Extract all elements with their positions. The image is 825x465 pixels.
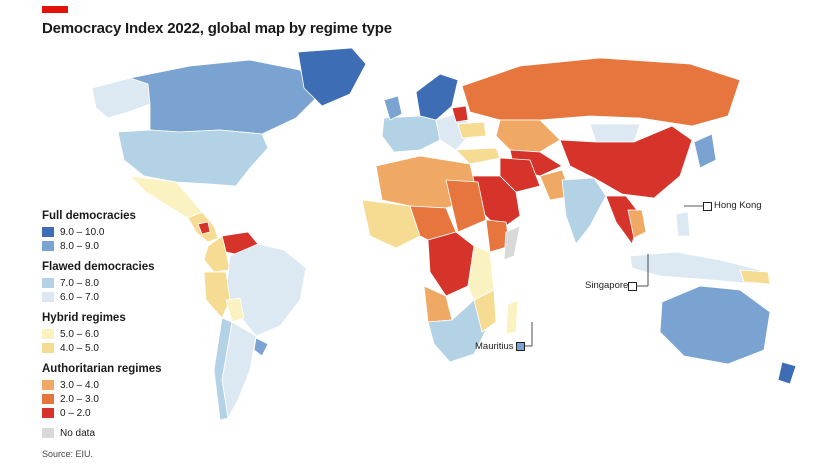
legend-swatch (42, 428, 54, 438)
region-west-africa (361, 199, 421, 249)
legend-item: 9.0 – 10.0 (42, 225, 202, 239)
region-china (559, 125, 693, 199)
region-madagascar (505, 299, 519, 335)
legend-group-authoritarian: Authoritarian regimes 3.0 – 4.0 2.0 – 3.… (42, 363, 202, 420)
region-canada (129, 59, 319, 135)
region-russia (461, 57, 741, 127)
legend-swatch (42, 278, 54, 288)
singapore-label: Singapore (585, 280, 629, 291)
mauritius-label: Mauritius (475, 341, 514, 352)
legend-group-flawed: Flawed democracies 7.0 – 8.0 6.0 – 7.0 (42, 261, 202, 304)
legend-item: 7.0 – 8.0 (42, 276, 202, 290)
legend-group-title: Authoritarian regimes (42, 363, 162, 375)
legend-label: No data (60, 427, 96, 439)
hong-kong-label: Hong Kong (714, 200, 762, 211)
legend-swatch (42, 394, 54, 404)
map-title: Democracy Index 2022, global map by regi… (42, 20, 392, 37)
brand-accent-bar (42, 6, 68, 13)
legend-group-title: Hybrid regimes (42, 312, 126, 324)
region-brazil (225, 243, 307, 337)
region-png (739, 269, 771, 285)
legend-label: 3.0 – 4.0 (60, 379, 99, 391)
region-uk-ireland (383, 95, 403, 121)
region-korea-japan (693, 133, 717, 169)
legend-group-hybrid: Hybrid regimes 5.0 – 6.0 4.0 – 5.0 (42, 312, 202, 355)
legend-swatch (42, 329, 54, 339)
legend: Full democracies 9.0 – 10.0 8.0 – 9.0 Fl… (42, 210, 202, 440)
region-central-africa (427, 231, 475, 297)
legend-group-title: Flawed democracies (42, 261, 155, 273)
legend-item: 2.0 – 3.0 (42, 392, 202, 406)
region-greenland (297, 47, 367, 107)
region-ukraine (457, 121, 487, 139)
legend-swatch (42, 292, 54, 302)
region-new-zealand (777, 361, 797, 385)
region-belarus (451, 105, 469, 123)
region-alaska (91, 77, 151, 119)
legend-item: 6.0 – 7.0 (42, 290, 202, 304)
region-scandinavia (415, 73, 459, 121)
region-philippines (675, 211, 691, 237)
region-turkey (455, 147, 501, 165)
legend-label: 5.0 – 6.0 (60, 328, 99, 340)
legend-label: 4.0 – 5.0 (60, 342, 99, 354)
source-note: Source: EIU. (42, 449, 94, 459)
legend-label: 8.0 – 9.0 (60, 240, 99, 252)
region-bolivia (225, 297, 245, 323)
region-thailand (627, 209, 647, 239)
legend-swatch (42, 380, 54, 390)
region-mozambique (473, 289, 497, 333)
region-australia (659, 285, 771, 365)
region-chile (213, 317, 233, 421)
region-uruguay (253, 337, 269, 357)
legend-swatch (42, 343, 54, 353)
legend-item: 4.0 – 5.0 (42, 341, 202, 355)
legend-swatch (42, 227, 54, 237)
region-iran (499, 157, 541, 193)
legend-swatch (42, 241, 54, 251)
region-peru (203, 271, 231, 319)
legend-item: 0 – 2.0 (42, 406, 202, 420)
legend-item: 5.0 – 6.0 (42, 327, 202, 341)
legend-label: 7.0 – 8.0 (60, 277, 99, 289)
region-mongolia (589, 123, 641, 143)
region-southern-africa (427, 299, 491, 363)
legend-item: 3.0 – 4.0 (42, 378, 202, 392)
legend-label: 2.0 – 3.0 (60, 393, 99, 405)
legend-group-full: Full democracies 9.0 – 10.0 8.0 – 9.0 (42, 210, 202, 253)
legend-label: 9.0 – 10.0 (60, 226, 105, 238)
legend-item: 8.0 – 9.0 (42, 239, 202, 253)
singapore-marker (628, 282, 637, 291)
legend-label: 6.0 – 7.0 (60, 291, 99, 303)
mauritius-marker (516, 342, 525, 351)
legend-swatch (42, 408, 54, 418)
region-western-europe (381, 115, 441, 153)
region-somalia (503, 225, 521, 261)
legend-label: 0 – 2.0 (60, 407, 91, 419)
region-india (561, 177, 607, 245)
region-nicaragua (197, 221, 211, 235)
legend-item-no-data: No data (42, 426, 202, 440)
region-usa (117, 129, 269, 187)
hong-kong-marker (703, 202, 712, 211)
region-indonesia (629, 251, 761, 285)
region-kazakhstan (495, 119, 561, 153)
legend-group-title: Full democracies (42, 210, 136, 222)
